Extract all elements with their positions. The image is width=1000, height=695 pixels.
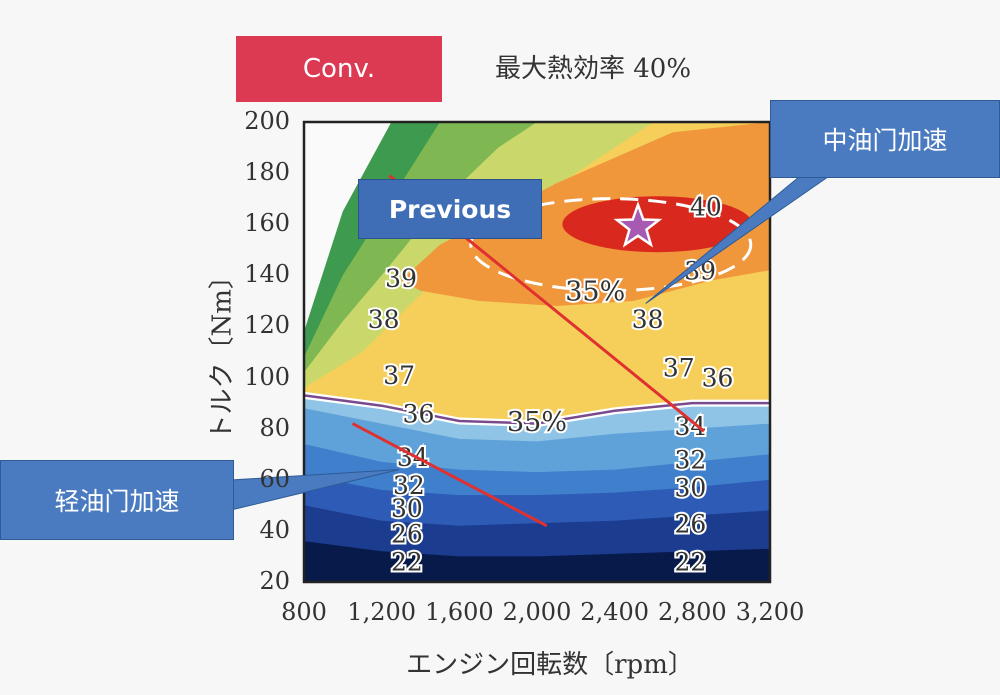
contour-label: 30 (391, 494, 423, 523)
max-efficiency-heading: 最大熱効率 40% (495, 54, 692, 84)
band-22 (304, 541, 770, 582)
contour-label: 22 (674, 548, 706, 577)
contour-label: 30 (674, 474, 706, 503)
y-tick-label: 40 (259, 515, 290, 544)
contour-label: 37 (383, 361, 415, 390)
x-axis-label: エンジン回転数〔rpm〕 (406, 650, 694, 680)
contour-label: 38 (368, 305, 400, 334)
contour-label: 39 (385, 264, 417, 293)
x-tick-label: 1,200 (347, 598, 417, 626)
dashed-35-contour (469, 197, 753, 293)
y-tick-label: 60 (259, 464, 290, 493)
callout-medium-throttle: 中油门加速 (770, 100, 1000, 178)
x-tick-label: 1,600 (424, 598, 494, 626)
x-tick-label: 3,200 (735, 598, 805, 626)
plot-frame (302, 120, 772, 584)
y-tick-label: 160 (244, 209, 290, 238)
y-tick-label: 180 (244, 158, 290, 187)
contour-label: 22 (391, 548, 423, 577)
y-tick-label: 200 (244, 107, 290, 135)
operating-line-light-throttle (351, 422, 548, 528)
x-tick-label: 2,400 (580, 598, 650, 626)
x-tick-label: 2,000 (502, 598, 572, 626)
contour-label: 37 (663, 353, 695, 382)
y-tick-label: 80 (259, 413, 290, 442)
contour-label: 32 (674, 445, 706, 474)
y-tick-label: 20 (259, 567, 290, 595)
y-tick-label: 100 (244, 362, 290, 391)
contour-label: 35% (507, 407, 567, 438)
previous-tag: Previous (358, 179, 542, 239)
x-tick-label: 800 (281, 598, 327, 626)
conv-badge: Conv. (236, 36, 442, 102)
boundary-35-line (303, 394, 770, 425)
contour-label: 36 (702, 364, 734, 393)
contour-label: 34 (674, 412, 706, 441)
contour-label: 34 (397, 443, 429, 472)
x-tick-label: 2,800 (657, 598, 727, 626)
peak-star-icon (613, 201, 663, 248)
contour-label: 35% (565, 277, 625, 308)
contour-label: 36 (403, 399, 435, 428)
contour-label: 38 (632, 305, 664, 334)
contour-label: 40 (690, 192, 722, 221)
contour-label: 26 (674, 509, 706, 538)
callout-light-throttle: 轻油门加速 (0, 460, 234, 540)
contour-label: 26 (391, 520, 423, 549)
contour-label: 32 (393, 471, 425, 500)
y-axis-label: トルク〔Nm〕 (207, 263, 238, 441)
y-tick-label: 140 (244, 260, 290, 289)
y-tick-label: 120 (244, 311, 290, 340)
